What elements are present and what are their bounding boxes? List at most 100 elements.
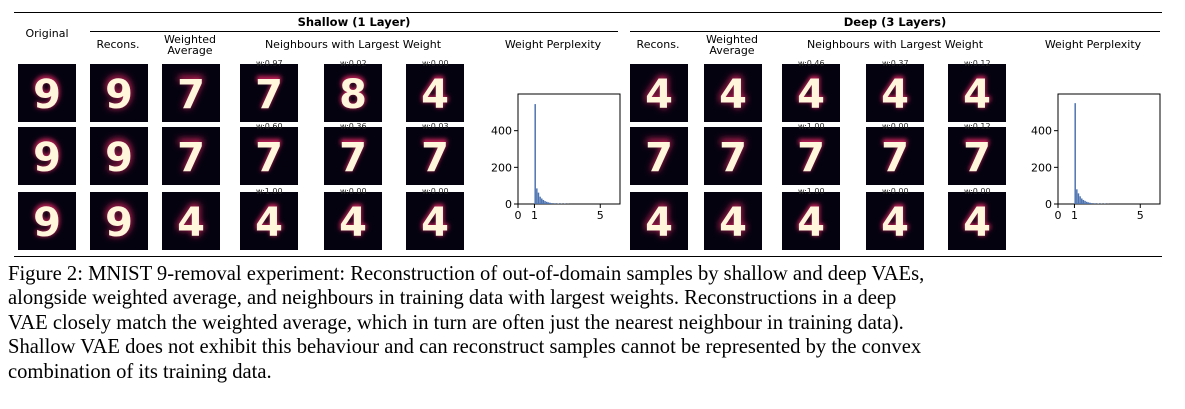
svg-text:7: 7 [177, 135, 205, 181]
svg-text:9: 9 [104, 68, 135, 119]
svg-text:4: 4 [645, 72, 673, 118]
svg-text:9: 9 [33, 200, 61, 246]
deep-hist-bar [1074, 103, 1076, 204]
deep-hist-bar [1090, 203, 1093, 204]
svg-text:9: 9 [33, 135, 61, 181]
svg-text:4: 4 [719, 200, 747, 246]
deep-hist-bar [1089, 202, 1091, 204]
svg-text:7: 7 [718, 131, 749, 182]
shallow-hist-xtick-label: 5 [597, 209, 604, 222]
shallow-hist-plot-frame [517, 93, 621, 205]
deep-perplexity-header: Weight Perplexity [1044, 38, 1142, 51]
shallow-neighbour-weight: w:0.60 [256, 122, 283, 131]
svg-text:7: 7 [421, 135, 449, 181]
svg-text:4: 4 [881, 72, 909, 118]
svg-text:4: 4 [339, 200, 367, 246]
svg-text:4: 4 [797, 72, 825, 118]
svg-text:7: 7 [420, 131, 451, 182]
svg-text:7: 7 [177, 72, 205, 118]
svg-text:9: 9 [105, 200, 133, 246]
svg-text:7: 7 [176, 131, 207, 182]
deep-hist-ytick-label: 200 [1031, 161, 1052, 174]
svg-text:4: 4 [644, 68, 675, 119]
shallow-neighbour-weight: w:0.00 [422, 187, 449, 196]
deep-neighbours-header: Neighbours with Largest Weight [806, 38, 984, 51]
svg-text:4: 4 [421, 200, 449, 246]
shallow-neighbour-weight: w:1.00 [256, 187, 283, 196]
shallow-perplexity-header: Weight Perplexity [504, 38, 602, 51]
caption-line-4: Shallow VAE does not exhibit this behavi… [8, 336, 922, 359]
deep-neighbour-weight: w:1.00 [798, 187, 825, 196]
svg-text:4: 4 [962, 68, 993, 119]
svg-text:7: 7 [796, 131, 827, 182]
shallow-neighbour-weight: w:0.36 [340, 122, 367, 131]
deep-hist-bar [1081, 198, 1083, 204]
svg-text:9: 9 [32, 68, 63, 119]
deep-hist-bar [1084, 200, 1086, 204]
deep-neighbour-weight: w:0.37 [882, 59, 909, 68]
svg-text:4: 4 [962, 196, 993, 247]
deep-hist-bar [1094, 203, 1096, 204]
svg-text:7: 7 [644, 131, 675, 182]
svg-text:7: 7 [645, 135, 673, 181]
svg-text:7: 7 [338, 131, 369, 182]
deep-neighbour-weight: w:1.00 [798, 122, 825, 131]
svg-text:4: 4 [796, 68, 827, 119]
svg-text:7: 7 [255, 135, 283, 181]
deep-neighbour-weight: w:0.12 [964, 59, 991, 68]
shallow-hist-bar [541, 198, 543, 204]
shallow-hist-bar [536, 188, 538, 204]
shallow-neighbour-weight: w:0.03 [422, 122, 449, 131]
svg-text:7: 7 [963, 135, 991, 181]
deep-hist-ytick-label: 0 [1045, 198, 1052, 211]
svg-text:9: 9 [33, 72, 61, 118]
bottom-rule [14, 256, 1162, 257]
svg-text:7: 7 [254, 68, 285, 119]
top-rule [14, 12, 1162, 13]
shallow-hist-xtick-label: 1 [531, 209, 538, 222]
svg-text:4: 4 [797, 200, 825, 246]
svg-text:9: 9 [104, 131, 135, 182]
svg-text:9: 9 [32, 131, 63, 182]
deep-hist-ytick-label: 400 [1031, 125, 1052, 138]
deep-hist-xtick-label: 5 [1137, 209, 1144, 222]
svg-text:9: 9 [105, 72, 133, 118]
svg-text:4: 4 [421, 72, 449, 118]
shallow-hist-bar [545, 201, 548, 204]
shallow-hist-bar [554, 203, 556, 204]
svg-text:4: 4 [644, 196, 675, 247]
svg-text:7: 7 [962, 131, 993, 182]
deep-neighbour-weight: w:0.00 [882, 122, 909, 131]
svg-text:7: 7 [797, 135, 825, 181]
shallow-neighbour-weight: w:0.97 [256, 59, 283, 68]
deep-hist-bar [1077, 193, 1080, 204]
svg-text:4: 4 [177, 200, 205, 246]
shallow-hist-bar [534, 104, 536, 204]
svg-text:4: 4 [718, 68, 749, 119]
shallow-hist-bar [544, 201, 546, 204]
deep-hist-bar [1085, 201, 1088, 204]
shallow-hist-xtick-label: 0 [515, 209, 522, 222]
deep-hist-xtick-label: 1 [1071, 209, 1078, 222]
